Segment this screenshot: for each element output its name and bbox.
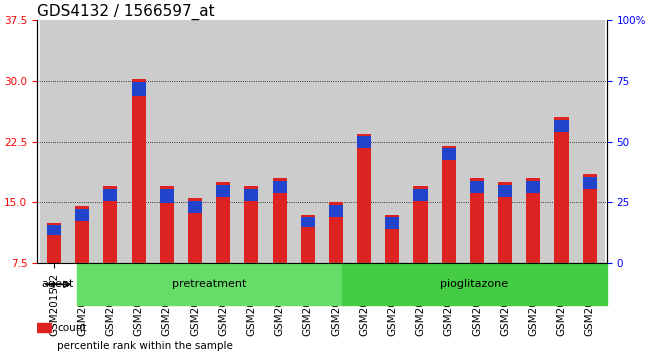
Bar bbox=[68, 21, 96, 263]
Bar bbox=[350, 21, 378, 263]
Bar bbox=[37, 341, 51, 350]
Bar bbox=[160, 186, 174, 324]
Bar bbox=[272, 181, 287, 193]
Bar bbox=[378, 21, 406, 263]
Bar bbox=[547, 21, 576, 263]
Bar bbox=[131, 79, 146, 324]
Bar bbox=[498, 182, 512, 324]
Bar bbox=[188, 201, 202, 213]
Bar bbox=[342, 263, 606, 305]
Bar bbox=[498, 185, 512, 197]
Bar bbox=[153, 21, 181, 263]
Bar bbox=[216, 182, 230, 324]
Bar bbox=[554, 118, 569, 324]
Bar bbox=[47, 225, 61, 235]
Text: pretreatment: pretreatment bbox=[172, 279, 246, 289]
Text: GDS4132 / 1566597_at: GDS4132 / 1566597_at bbox=[37, 4, 215, 21]
Bar bbox=[322, 21, 350, 263]
Bar bbox=[216, 185, 230, 197]
Bar bbox=[463, 21, 491, 263]
Bar bbox=[435, 21, 463, 263]
Bar bbox=[75, 209, 89, 221]
Bar bbox=[554, 120, 569, 132]
Bar bbox=[526, 178, 540, 324]
Bar bbox=[582, 174, 597, 324]
Bar bbox=[357, 136, 371, 148]
Bar bbox=[160, 189, 174, 203]
Bar bbox=[413, 189, 428, 201]
Bar bbox=[294, 21, 322, 263]
Bar bbox=[357, 134, 371, 324]
Bar bbox=[442, 148, 456, 160]
Bar bbox=[526, 181, 540, 193]
Text: count: count bbox=[57, 322, 86, 333]
Bar bbox=[96, 21, 125, 263]
Bar bbox=[47, 223, 61, 324]
Bar bbox=[385, 215, 399, 324]
Bar bbox=[181, 21, 209, 263]
Bar bbox=[491, 21, 519, 263]
Bar bbox=[103, 189, 118, 201]
Bar bbox=[301, 217, 315, 227]
Bar bbox=[329, 205, 343, 217]
Bar bbox=[131, 82, 146, 96]
Bar bbox=[470, 181, 484, 193]
Bar bbox=[77, 263, 342, 305]
Bar bbox=[442, 146, 456, 324]
Bar bbox=[37, 323, 51, 332]
Bar bbox=[103, 186, 118, 324]
Text: agent: agent bbox=[41, 279, 73, 289]
Bar bbox=[188, 198, 202, 324]
Bar bbox=[329, 202, 343, 324]
Text: percentile rank within the sample: percentile rank within the sample bbox=[57, 341, 233, 351]
Bar bbox=[265, 21, 294, 263]
Bar bbox=[519, 21, 547, 263]
Bar bbox=[237, 21, 265, 263]
Bar bbox=[470, 178, 484, 324]
Bar bbox=[385, 217, 399, 229]
Bar bbox=[209, 21, 237, 263]
Bar bbox=[406, 21, 435, 263]
Bar bbox=[244, 189, 259, 201]
Text: pioglitazone: pioglitazone bbox=[440, 279, 508, 289]
Bar bbox=[582, 177, 597, 189]
Bar bbox=[75, 206, 89, 324]
Bar bbox=[301, 215, 315, 324]
Bar bbox=[413, 186, 428, 324]
Bar bbox=[40, 21, 68, 263]
Bar bbox=[576, 21, 604, 263]
Bar bbox=[244, 186, 259, 324]
Bar bbox=[125, 21, 153, 263]
Bar bbox=[272, 178, 287, 324]
